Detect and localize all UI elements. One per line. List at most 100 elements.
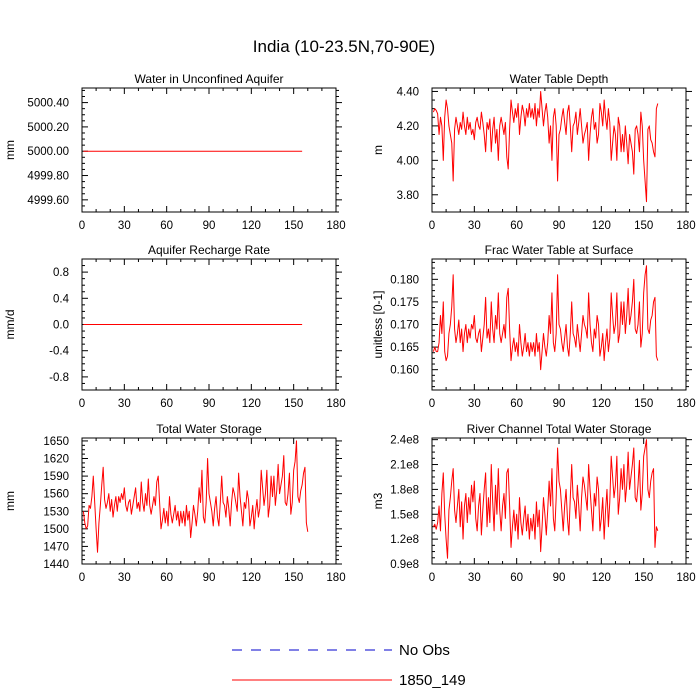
x-tick-label: 60 [160, 220, 173, 232]
x-tick-label: 90 [553, 398, 566, 410]
x-tick-label: 120 [592, 220, 611, 232]
x-tick-label: 60 [160, 572, 173, 584]
y-tick-label: 1650 [43, 436, 69, 448]
x-tick-label: 0 [79, 572, 85, 584]
x-tick-label: 0 [429, 220, 435, 232]
x-tick-label: 120 [592, 398, 611, 410]
y-tick-label: 1.2e8 [390, 534, 419, 546]
y-tick-label: 4.00 [397, 155, 419, 167]
y-axis-label: mm [3, 140, 17, 160]
x-tick-label: 90 [203, 572, 216, 584]
y-axis-label: mm [3, 491, 17, 511]
y-tick-label: 5000.20 [27, 122, 69, 134]
x-tick-label: 30 [118, 220, 131, 232]
x-tick-label: 150 [634, 572, 653, 584]
y-tick-label: 3.80 [397, 190, 419, 202]
x-tick-label: 180 [326, 398, 345, 410]
y-tick-label: -0.8 [49, 372, 69, 384]
x-tick-label: 0 [429, 398, 435, 410]
y-axis-label: unitless [0-1] [371, 290, 385, 358]
x-tick-label: 180 [326, 220, 345, 232]
y-tick-label: 0.180 [390, 274, 419, 286]
y-tick-label: 0.170 [390, 320, 419, 332]
x-tick-label: 30 [118, 398, 131, 410]
x-tick-label: 60 [160, 398, 173, 410]
panel-title: Water Table Depth [510, 72, 609, 86]
panel-title: River Channel Total Water Storage [467, 422, 652, 436]
series-line-1850_149 [432, 439, 659, 559]
x-tick-label: 120 [242, 220, 261, 232]
y-tick-label: 4.20 [397, 121, 419, 133]
y-tick-label: 0.9e8 [390, 559, 419, 571]
x-tick-label: 0 [79, 398, 85, 410]
legend-label-model: 1850_149 [399, 672, 466, 689]
x-tick-label: 120 [242, 572, 261, 584]
y-tick-label: 1470 [43, 541, 69, 553]
panel-title: Water in Unconfined Aquifer [135, 72, 284, 86]
y-tick-label: 2.4e8 [390, 435, 419, 447]
series-line-1850_149 [432, 90, 659, 203]
y-tick-label: 1560 [43, 489, 69, 501]
x-tick-label: 0 [79, 220, 85, 232]
x-tick-label: 120 [242, 398, 261, 410]
series-line-1850_149 [432, 265, 659, 371]
y-tick-label: 2.1e8 [390, 460, 419, 472]
x-tick-label: 30 [468, 220, 481, 232]
x-tick-label: 180 [676, 398, 695, 410]
x-tick-label: 90 [553, 220, 566, 232]
x-tick-label: 150 [634, 220, 653, 232]
legend-label-no-obs: No Obs [399, 642, 450, 659]
panel-title: Frac Water Table at Surface [485, 243, 634, 257]
x-tick-label: 30 [468, 398, 481, 410]
x-tick-label: 60 [510, 220, 523, 232]
y-tick-label: 1500 [43, 524, 69, 536]
x-tick-label: 30 [118, 572, 131, 584]
x-tick-label: 0 [429, 572, 435, 584]
y-tick-label: 1530 [43, 506, 69, 518]
panel-4: Frac Water Table at Surface 0 30 60 90 120 150… [371, 243, 696, 410]
y-tick-label: 4999.80 [27, 171, 69, 183]
y-tick-label: 1620 [43, 454, 69, 466]
x-tick-label: 150 [284, 398, 303, 410]
y-tick-label: 5000.40 [27, 98, 69, 110]
y-axis-label: mm/d [3, 310, 17, 340]
panel-2: Water Table Depth 0 30 60 90 120 150 180 3.80 4.0… [371, 72, 696, 232]
x-tick-label: 150 [284, 220, 303, 232]
y-tick-label: 0.0 [53, 320, 69, 332]
y-tick-label: 4.40 [397, 86, 419, 98]
x-tick-label: 90 [203, 220, 216, 232]
y-tick-label: 0.175 [390, 297, 419, 309]
y-tick-label: 1.5e8 [390, 509, 419, 521]
y-tick-label: -0.4 [49, 346, 69, 358]
y-axis-label: m3 [371, 492, 385, 509]
x-tick-label: 180 [676, 572, 695, 584]
panel-title: Total Water Storage [156, 422, 262, 436]
y-tick-label: 0.165 [390, 342, 419, 354]
x-tick-label: 60 [510, 572, 523, 584]
x-tick-label: 180 [676, 220, 695, 232]
x-tick-label: 90 [553, 572, 566, 584]
figure-title: India (10-23.5N,70-90E) [253, 37, 435, 56]
x-tick-label: 120 [592, 572, 611, 584]
panel-3: Aquifer Recharge Rate 0 30 60 90 120 150 180 -0.… [3, 243, 346, 410]
x-tick-label: 180 [326, 572, 345, 584]
y-tick-label: 4999.60 [27, 195, 69, 207]
y-tick-label: 0.4 [53, 293, 70, 305]
x-tick-label: 60 [510, 398, 523, 410]
legend: No Obs 1850_149 [232, 642, 466, 689]
x-tick-label: 150 [284, 572, 303, 584]
panel-6: River Channel Total Water Storage 0 30 60 90… [371, 422, 696, 584]
y-axis-label: m [371, 145, 385, 155]
y-tick-label: 0.160 [390, 365, 419, 377]
panels: Water in Unconfined Aquifer 0 30 60 90 120 150… [3, 72, 696, 584]
series-line-1850_149 [82, 440, 309, 553]
x-tick-label: 30 [468, 572, 481, 584]
x-tick-label: 150 [634, 398, 653, 410]
y-tick-label: 0.8 [53, 267, 69, 279]
x-tick-label: 90 [203, 398, 216, 410]
y-tick-label: 5000.00 [27, 146, 69, 158]
panel-5: Total Water Storage 0 30 60 90 120 150 180 1440 1… [3, 422, 346, 584]
panel-title: Aquifer Recharge Rate [148, 243, 270, 257]
